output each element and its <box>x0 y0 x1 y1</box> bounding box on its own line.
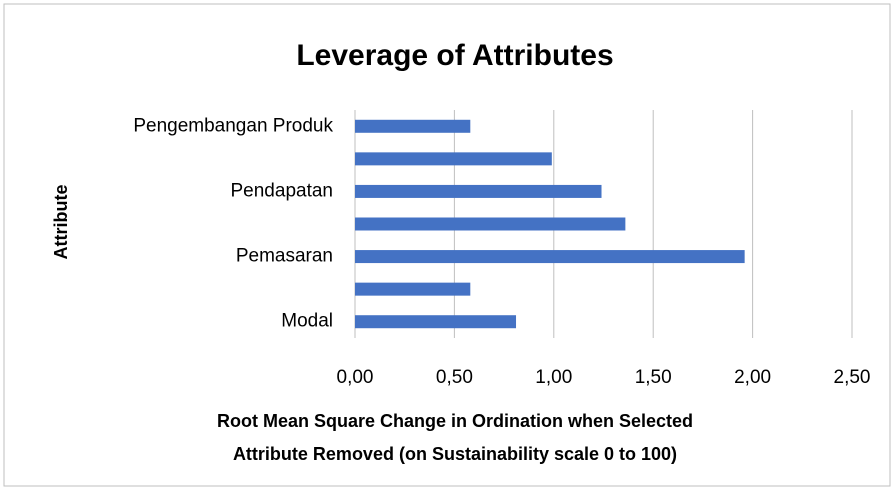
x-tick-label: 1,50 <box>635 367 672 388</box>
x-tick-label: 2,00 <box>734 367 771 388</box>
chart-border <box>3 3 891 487</box>
bar <box>355 250 745 264</box>
y-tick-label: Pemasaran <box>236 246 333 267</box>
bar <box>355 315 517 329</box>
x-tick-label: 1,00 <box>535 367 572 388</box>
x-tick-label: 0,00 <box>337 367 374 388</box>
chart-title: Leverage of Attributes <box>296 39 613 72</box>
x-tick-label: 0,50 <box>436 367 473 388</box>
bar <box>355 217 626 231</box>
y-tick-label: Pengembangan Produk <box>133 115 333 136</box>
bar <box>355 119 471 133</box>
x-axis-title: Attribute Removed (on Sustainability sca… <box>233 444 677 464</box>
y-tick-label: Modal <box>281 311 333 332</box>
y-axis-title: Attribute <box>51 185 71 260</box>
bar <box>355 184 602 198</box>
x-tick-label: 2,50 <box>834 367 871 388</box>
x-axis-title: Root Mean Square Change in Ordination wh… <box>217 411 693 431</box>
bar <box>355 152 552 166</box>
bar <box>355 282 471 296</box>
y-tick-label: Pendapatan <box>231 180 334 201</box>
